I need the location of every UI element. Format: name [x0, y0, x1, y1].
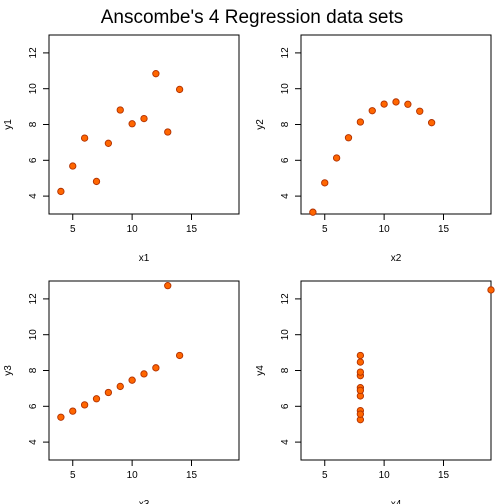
data-point [57, 413, 65, 421]
scatter-panel-3: 5 10 15 4 6 8 10 12 x3 y3 [3, 280, 240, 504]
y-axis-label: y4 [255, 365, 266, 376]
x-tick-label: 15 [438, 470, 450, 481]
plot-frame [48, 34, 240, 215]
data-point [116, 382, 124, 391]
data-point [140, 370, 148, 378]
y-axis-label: y2 [255, 119, 266, 130]
figure-title: Anscombe's 4 Regression data sets [101, 7, 404, 28]
data-point [332, 154, 341, 162]
data-point [69, 162, 77, 170]
data-point [356, 410, 365, 418]
x-tick-label: 15 [186, 470, 198, 481]
data-point [487, 286, 495, 294]
x-axis-label: x4 [391, 499, 402, 504]
data-point [152, 364, 160, 372]
y-tick-label: 8 [28, 367, 39, 373]
data-point [140, 114, 148, 123]
data-point [164, 282, 172, 290]
y-tick-label: 6 [280, 403, 291, 409]
data-point [404, 100, 412, 108]
data-point [164, 128, 172, 136]
data-point [344, 134, 353, 142]
data-point [128, 376, 136, 384]
y-tick-label: 10 [28, 83, 39, 95]
y-tick-label: 8 [280, 121, 291, 127]
y-tick-label: 10 [28, 329, 39, 341]
x-tick-label: 5 [70, 224, 76, 235]
data-point [427, 119, 436, 127]
y-tick-label: 10 [280, 329, 291, 341]
data-point [116, 106, 124, 114]
y-tick-label: 4 [280, 193, 291, 199]
y-tick-label: 12 [280, 47, 291, 59]
y-tick-label: 12 [28, 293, 39, 305]
y-tick-label: 6 [280, 157, 291, 163]
scatter-panel-1: 5 10 15 4 6 8 10 12 x1 y1 [3, 34, 240, 264]
y-tick-label: 8 [28, 121, 39, 127]
y-tick-label: 4 [280, 439, 291, 445]
y-tick-label: 10 [280, 83, 291, 95]
data-point [321, 179, 329, 187]
data-point [80, 134, 89, 142]
data-point [175, 351, 184, 360]
x-tick-label: 15 [438, 224, 450, 235]
y-axis-label: y3 [3, 365, 14, 376]
data-point [128, 120, 136, 128]
data-point [380, 100, 388, 108]
scatter-panel-4: 5 10 15 4 6 8 10 12 x4 y4 [255, 280, 495, 504]
y-tick-label: 12 [28, 47, 39, 59]
data-point [356, 118, 365, 126]
data-point [356, 358, 365, 366]
x-axis-label: x1 [139, 253, 150, 264]
y-tick-label: 4 [28, 439, 39, 445]
data-point [69, 407, 77, 415]
data-point [356, 386, 365, 395]
x-tick-label: 5 [322, 224, 328, 235]
data-point [92, 395, 101, 403]
data-point [309, 208, 317, 216]
x-tick-label: 15 [186, 224, 198, 235]
x-tick-label: 10 [127, 224, 139, 235]
data-point [92, 177, 101, 186]
x-axis-label: x2 [391, 253, 402, 264]
y-tick-label: 6 [28, 403, 39, 409]
data-point [368, 107, 376, 115]
data-point [356, 368, 365, 376]
y-tick-label: 4 [28, 193, 39, 199]
data-point [152, 70, 160, 78]
data-point [416, 107, 424, 115]
x-axis-label: x3 [139, 499, 150, 504]
x-tick-label: 10 [127, 470, 139, 481]
data-point [104, 139, 113, 147]
x-tick-label: 10 [379, 470, 391, 481]
data-point [356, 351, 365, 360]
plot-frame [300, 280, 492, 461]
plot-frame [300, 34, 492, 215]
panels: 5 10 15 4 6 8 10 12 x1 y1 5 10 15 4 6 8 10 12 x2 y2 5 10 15 4 6 8… [3, 34, 495, 504]
y-tick-label: 6 [28, 157, 39, 163]
data-point [80, 401, 89, 409]
x-tick-label: 10 [379, 224, 391, 235]
scatter-panel-2: 5 10 15 4 6 8 10 12 x2 y2 [255, 34, 492, 264]
x-tick-label: 5 [322, 470, 328, 481]
y-tick-label: 12 [280, 293, 291, 305]
y-axis-label: y1 [3, 119, 14, 130]
data-point [175, 85, 184, 94]
y-tick-label: 8 [280, 367, 291, 373]
x-tick-label: 5 [70, 470, 76, 481]
data-point [104, 388, 113, 397]
data-point [57, 187, 65, 196]
data-point [392, 98, 400, 106]
